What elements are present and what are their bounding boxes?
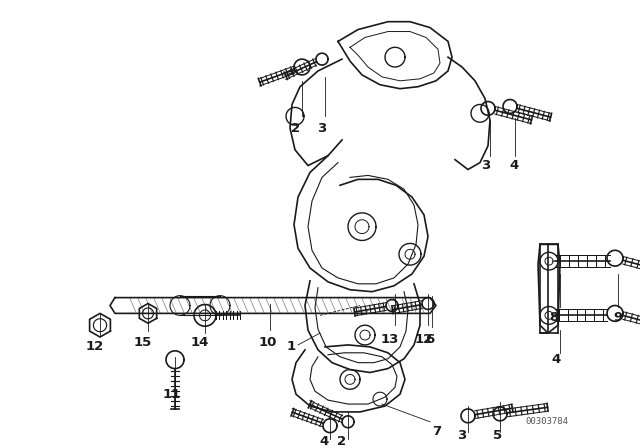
Text: 12: 12 <box>86 340 104 353</box>
Text: 4: 4 <box>552 353 561 366</box>
Text: 4: 4 <box>509 159 518 172</box>
Text: 12: 12 <box>415 332 433 345</box>
Text: 4: 4 <box>319 435 328 448</box>
Text: 2: 2 <box>291 121 301 134</box>
Text: 3: 3 <box>458 429 467 442</box>
Text: 10: 10 <box>259 336 277 349</box>
Text: 1: 1 <box>287 340 296 353</box>
Text: 00303784: 00303784 <box>525 417 569 426</box>
Text: 13: 13 <box>381 332 399 345</box>
Text: 7: 7 <box>432 425 441 438</box>
Text: 14: 14 <box>191 336 209 349</box>
Text: 15: 15 <box>134 336 152 349</box>
Text: 8: 8 <box>549 311 559 324</box>
Text: 3: 3 <box>481 159 491 172</box>
Text: 6: 6 <box>426 333 435 346</box>
Text: 3: 3 <box>317 121 326 134</box>
Text: 2: 2 <box>337 435 347 448</box>
Text: 5: 5 <box>493 429 502 442</box>
Text: 9: 9 <box>613 311 623 324</box>
Text: 11: 11 <box>163 388 181 401</box>
